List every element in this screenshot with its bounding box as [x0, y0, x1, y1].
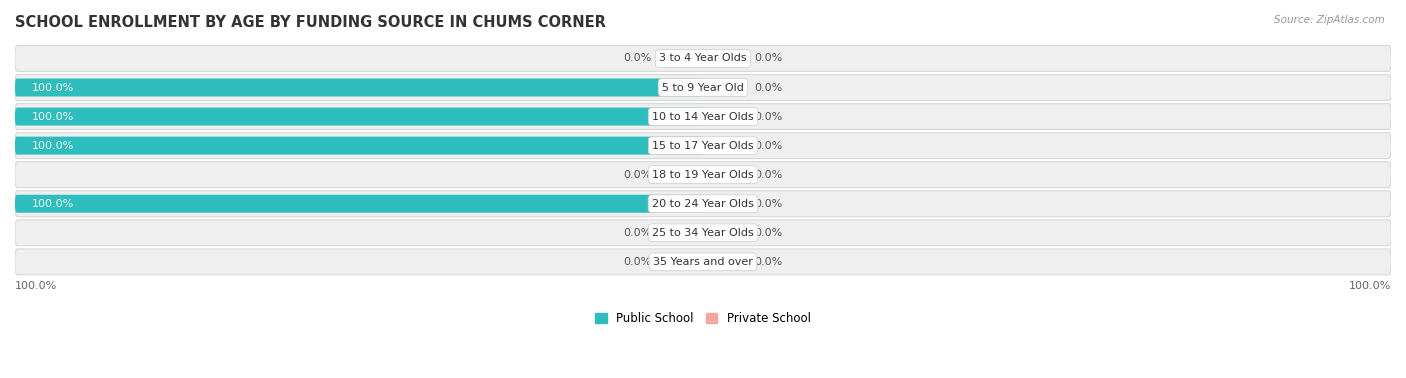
- Bar: [703, 254, 744, 270]
- FancyBboxPatch shape: [15, 104, 1391, 130]
- Text: 18 to 19 Year Olds: 18 to 19 Year Olds: [652, 170, 754, 180]
- Text: 100.0%: 100.0%: [32, 141, 75, 150]
- Text: 100.0%: 100.0%: [32, 82, 75, 93]
- Text: 25 to 34 Year Olds: 25 to 34 Year Olds: [652, 228, 754, 238]
- Text: Source: ZipAtlas.com: Source: ZipAtlas.com: [1274, 15, 1385, 25]
- Text: 0.0%: 0.0%: [623, 257, 651, 267]
- Text: 0.0%: 0.0%: [755, 199, 783, 209]
- FancyBboxPatch shape: [15, 133, 1391, 158]
- FancyBboxPatch shape: [15, 74, 1391, 101]
- FancyBboxPatch shape: [15, 108, 703, 125]
- Bar: [703, 138, 744, 153]
- Bar: [662, 254, 703, 270]
- Text: 0.0%: 0.0%: [755, 141, 783, 150]
- Bar: [703, 109, 744, 124]
- Text: 100.0%: 100.0%: [32, 199, 75, 209]
- Text: 100.0%: 100.0%: [15, 281, 58, 291]
- Text: 0.0%: 0.0%: [623, 228, 651, 238]
- FancyBboxPatch shape: [15, 136, 703, 155]
- FancyBboxPatch shape: [15, 195, 703, 213]
- Text: SCHOOL ENROLLMENT BY AGE BY FUNDING SOURCE IN CHUMS CORNER: SCHOOL ENROLLMENT BY AGE BY FUNDING SOUR…: [15, 15, 606, 30]
- Text: 35 Years and over: 35 Years and over: [652, 257, 754, 267]
- Text: 5 to 9 Year Old: 5 to 9 Year Old: [662, 82, 744, 93]
- Bar: [703, 51, 744, 66]
- Text: 0.0%: 0.0%: [755, 228, 783, 238]
- FancyBboxPatch shape: [15, 220, 1391, 246]
- Text: 3 to 4 Year Olds: 3 to 4 Year Olds: [659, 53, 747, 64]
- Text: 10 to 14 Year Olds: 10 to 14 Year Olds: [652, 112, 754, 122]
- Text: 20 to 24 Year Olds: 20 to 24 Year Olds: [652, 199, 754, 209]
- FancyBboxPatch shape: [15, 191, 1391, 217]
- FancyBboxPatch shape: [15, 79, 703, 96]
- Text: 100.0%: 100.0%: [32, 112, 75, 122]
- Bar: [662, 167, 703, 182]
- Text: 0.0%: 0.0%: [755, 112, 783, 122]
- Bar: [703, 225, 744, 240]
- Text: 100.0%: 100.0%: [1348, 281, 1391, 291]
- Text: 0.0%: 0.0%: [755, 53, 783, 64]
- Text: 0.0%: 0.0%: [623, 170, 651, 180]
- Bar: [662, 51, 703, 66]
- Text: 0.0%: 0.0%: [623, 53, 651, 64]
- Bar: [703, 80, 744, 95]
- Bar: [662, 225, 703, 240]
- Text: 0.0%: 0.0%: [755, 257, 783, 267]
- Bar: [703, 196, 744, 211]
- Legend: Public School, Private School: Public School, Private School: [591, 308, 815, 330]
- Text: 0.0%: 0.0%: [755, 170, 783, 180]
- Text: 0.0%: 0.0%: [755, 82, 783, 93]
- Text: 15 to 17 Year Olds: 15 to 17 Year Olds: [652, 141, 754, 150]
- FancyBboxPatch shape: [15, 249, 1391, 275]
- Bar: [703, 167, 744, 182]
- FancyBboxPatch shape: [15, 162, 1391, 187]
- FancyBboxPatch shape: [15, 45, 1391, 71]
